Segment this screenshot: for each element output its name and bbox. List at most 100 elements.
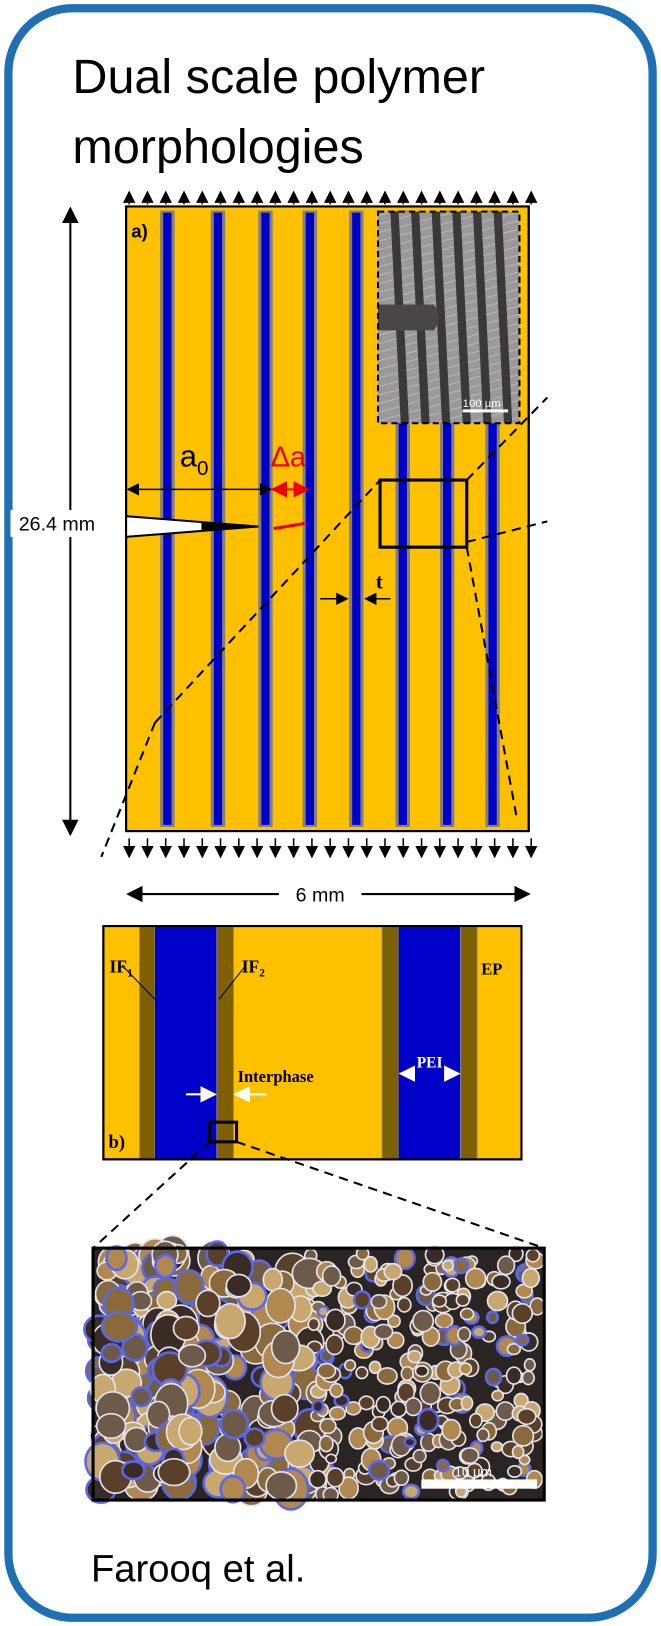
cell xyxy=(459,1447,480,1465)
cell xyxy=(368,1459,391,1481)
cell xyxy=(516,1407,537,1426)
cell xyxy=(324,1308,346,1332)
cell xyxy=(496,1255,516,1276)
scale-label: 10 µm xyxy=(454,1464,492,1479)
inset-border xyxy=(376,210,521,425)
dim-label-bg xyxy=(10,509,114,537)
crack xyxy=(125,515,259,538)
cell xyxy=(358,1395,375,1411)
inset-crack xyxy=(377,304,439,331)
cell xyxy=(270,1329,301,1365)
cell xyxy=(355,1366,369,1380)
cell xyxy=(383,1262,403,1281)
pei-band xyxy=(398,926,461,1160)
cell xyxy=(370,1293,388,1310)
inset-scale-label: 100 µm xyxy=(463,398,501,410)
cell xyxy=(316,1362,337,1380)
interphase-band xyxy=(138,925,156,1160)
panel-b: IF1 IF2 EP PEI Interphase b) xyxy=(92,925,545,1250)
micrograph-border xyxy=(91,1246,546,1502)
zoom-border xyxy=(102,925,523,1161)
cell xyxy=(476,1427,490,1443)
cell xyxy=(390,1400,407,1418)
cell xyxy=(511,1302,534,1325)
pei-stripe xyxy=(261,212,270,825)
cell xyxy=(343,1325,365,1346)
cell xyxy=(495,1401,516,1422)
pei-stripe xyxy=(213,212,223,825)
title-box: Dual scale polymer morphologies xyxy=(72,48,486,174)
zoom-line xyxy=(92,1141,211,1249)
cell xyxy=(308,1469,327,1489)
cell xyxy=(460,1395,474,1411)
cell xyxy=(368,1360,382,1375)
cell xyxy=(325,1453,338,1465)
cell xyxy=(375,1395,391,1414)
panel-b-label: b) xyxy=(109,1132,126,1153)
scale-bar xyxy=(421,1479,537,1489)
pei-stripe xyxy=(398,212,407,825)
cell xyxy=(505,1366,523,1385)
cell xyxy=(470,1325,487,1339)
cell xyxy=(459,1307,475,1321)
cell xyxy=(436,1458,450,1473)
cell xyxy=(311,1399,325,1414)
cell xyxy=(441,1418,462,1442)
pei-band xyxy=(154,926,217,1160)
zoom-line xyxy=(236,1140,545,1250)
cell xyxy=(265,1287,296,1324)
cell xyxy=(172,1315,200,1341)
t-label: t xyxy=(376,571,383,593)
pei-stripe xyxy=(443,212,452,825)
cell xyxy=(458,1362,473,1376)
cell xyxy=(100,1342,123,1364)
cell xyxy=(484,1367,503,1387)
delta-a-label: Δa xyxy=(271,442,307,474)
cell xyxy=(130,1386,153,1408)
cell xyxy=(515,1333,530,1347)
cell xyxy=(265,1471,298,1501)
cell xyxy=(177,1343,207,1368)
cell xyxy=(403,1436,417,1448)
cell xyxy=(416,1407,440,1433)
interphase-label: Interphase xyxy=(238,1067,314,1086)
cell xyxy=(521,1267,541,1289)
cell xyxy=(424,1245,445,1265)
cell xyxy=(321,1265,342,1287)
cell xyxy=(225,1273,252,1298)
inset-stripe xyxy=(431,211,451,424)
cell xyxy=(173,1269,205,1306)
cell xyxy=(401,1483,421,1500)
cell xyxy=(491,1273,511,1290)
cell xyxy=(325,1467,345,1488)
cell xyxy=(508,1245,524,1263)
panel-a-label: a) xyxy=(131,220,148,241)
a0-label: a0 xyxy=(180,439,209,480)
crack-tip xyxy=(201,521,259,532)
title: Dual scale polymer morphologies xyxy=(72,48,486,174)
leader xyxy=(121,964,156,1000)
cell xyxy=(431,1294,448,1308)
zoom-line xyxy=(100,722,156,858)
cell xyxy=(156,1290,178,1311)
cell xyxy=(318,1435,334,1453)
cell xyxy=(344,1359,357,1372)
height-label: 26.4 mm xyxy=(19,514,95,536)
zoom-line xyxy=(466,396,549,481)
cell xyxy=(464,1267,487,1290)
cell xyxy=(370,1415,389,1433)
zoom-line xyxy=(466,520,548,544)
cell xyxy=(157,1458,191,1487)
interphase-band xyxy=(460,925,478,1160)
inset-stripe xyxy=(493,211,513,424)
if1-label: IF1 xyxy=(110,957,134,980)
leader xyxy=(218,964,247,1000)
cell xyxy=(325,1334,344,1356)
cell xyxy=(219,1474,247,1504)
cell xyxy=(363,1255,378,1273)
cell xyxy=(307,1317,320,1332)
cell xyxy=(412,1448,427,1464)
cell xyxy=(262,1267,284,1292)
cell xyxy=(455,1293,470,1307)
